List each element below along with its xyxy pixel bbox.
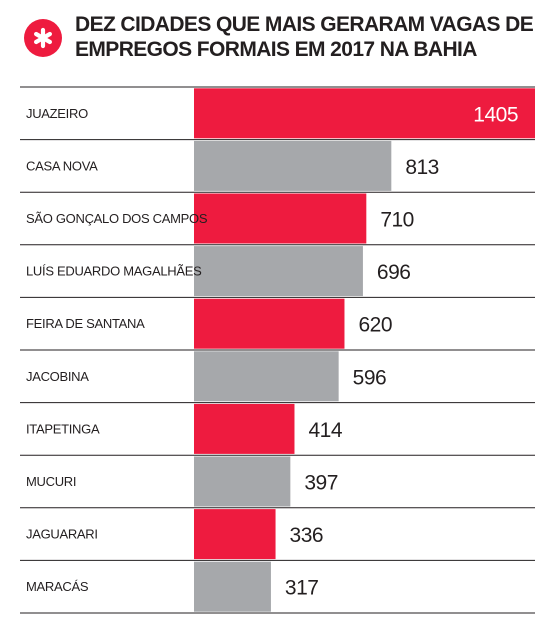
value-label: 1405 xyxy=(473,103,518,126)
bar xyxy=(194,561,271,612)
value-label: 696 xyxy=(377,261,411,284)
bar xyxy=(194,298,345,349)
bar xyxy=(194,403,295,454)
value-label: 596 xyxy=(353,366,387,389)
chart-header: DEZ CIDADES QUE MAIS GERARAM VAGAS DE EM… xyxy=(0,0,557,85)
bar xyxy=(194,140,392,191)
bar xyxy=(194,456,291,507)
category-label: JUAZEIRO xyxy=(26,106,88,121)
value-label: 620 xyxy=(358,314,392,337)
category-label: SÃO GONÇALO DOS CAMPOS xyxy=(26,211,208,226)
value-label: 710 xyxy=(380,209,414,232)
category-label: JAGUARARI xyxy=(26,527,98,542)
category-label: MUCURI xyxy=(26,474,76,489)
value-label: 397 xyxy=(304,472,338,495)
asterisk-icon xyxy=(24,19,62,57)
bar xyxy=(194,509,276,560)
category-label: CASA NOVA xyxy=(26,158,98,173)
category-label: FEIRA DE SANTANA xyxy=(26,316,145,331)
category-label: MARACÁS xyxy=(26,579,89,594)
value-label: 813 xyxy=(405,156,439,179)
chart-title: DEZ CIDADES QUE MAIS GERARAM VAGAS DE EM… xyxy=(75,13,534,61)
value-label: 317 xyxy=(285,577,319,600)
bar xyxy=(194,193,367,244)
category-label: JACOBINA xyxy=(26,369,89,384)
category-label: ITAPETINGA xyxy=(26,421,100,436)
category-label: LUÍS EDUARDO MAGALHÃES xyxy=(26,264,202,279)
value-label: 336 xyxy=(290,524,324,547)
bar xyxy=(194,88,535,139)
bar xyxy=(194,246,363,297)
bar xyxy=(194,351,339,402)
value-label: 414 xyxy=(308,419,342,442)
